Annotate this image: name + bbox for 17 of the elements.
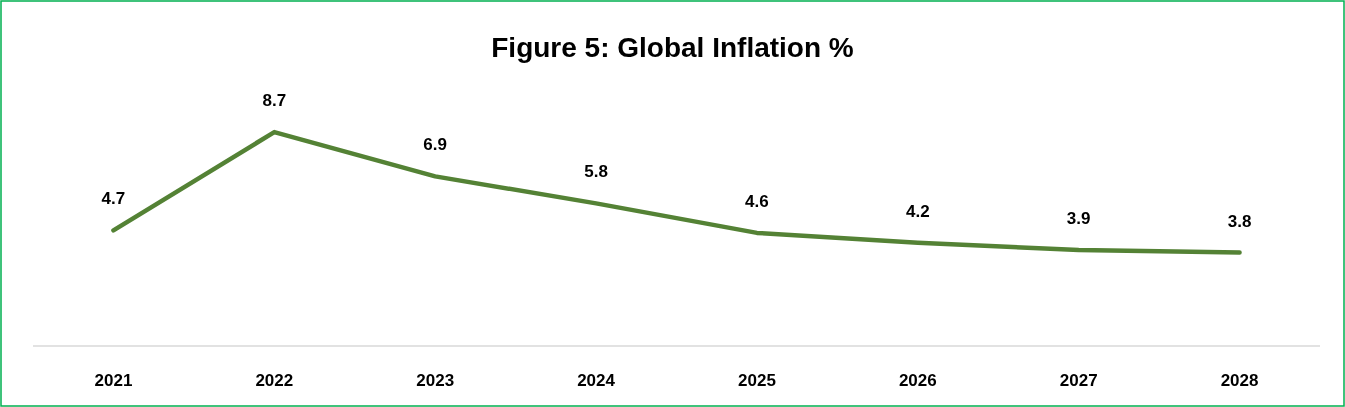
x-tick-label: 2027	[1059, 371, 1098, 390]
x-tick-label: 2021	[94, 371, 133, 390]
x-tick-label: 2025	[738, 371, 776, 390]
x-tick-label: 2023	[416, 371, 455, 390]
data-label: 8.7	[262, 91, 287, 111]
data-label: 3.9	[1066, 209, 1091, 229]
x-tick-label: 2028	[1220, 371, 1259, 390]
x-tick-label: 2024	[577, 371, 616, 390]
x-tick-label: 2026	[898, 371, 937, 390]
data-label: 4.7	[101, 189, 126, 209]
data-label: 5.8	[584, 162, 608, 182]
chart-title: Figure 5: Global Inflation %	[491, 32, 854, 63]
data-label: 4.2	[905, 201, 930, 221]
data-label: 3.8	[1227, 211, 1252, 231]
data-label: 6.9	[423, 135, 448, 155]
x-tick-label: 2022	[255, 371, 294, 390]
data-label: 4.6	[745, 191, 769, 211]
